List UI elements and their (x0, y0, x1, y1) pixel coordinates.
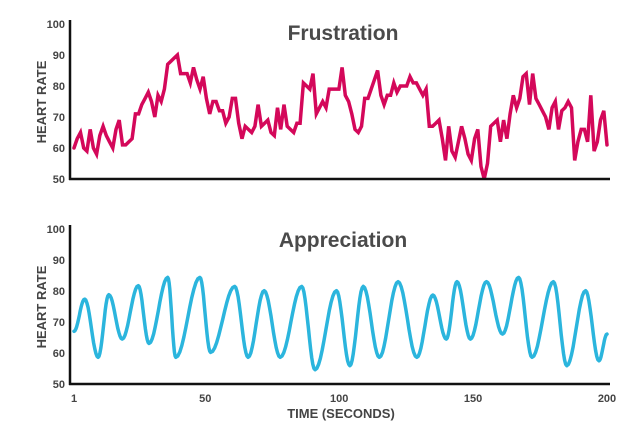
x-tick-label: 100 (330, 393, 348, 405)
y-tick-label: 90 (53, 50, 65, 62)
y-tick-label: 80 (53, 286, 65, 298)
frustration-panel: Frustration HEART RATE 50 60 70 80 90 100 (34, 19, 610, 186)
x-tick-label: 50 (199, 393, 211, 405)
y-tick-label: 90 (53, 255, 65, 267)
x-tick-label: 150 (464, 393, 482, 405)
x-tick-label: 1 (71, 393, 77, 405)
y-tick-label: 50 (53, 174, 65, 186)
x-tick-label: 200 (598, 393, 616, 405)
y-tick-label: 60 (53, 348, 65, 360)
appreciation-panel: Appreciation HEART RATE TIME (SECONDS) 5… (34, 224, 616, 421)
y-axis-label: HEART RATE (34, 60, 49, 143)
y-tick-label: 50 (53, 379, 65, 391)
appreciation-series-line (72, 275, 609, 372)
y-tick-label: 60 (53, 143, 65, 155)
chart-title: Appreciation (279, 229, 407, 252)
y-tick-label: 100 (47, 19, 65, 31)
chart-title: Frustration (288, 22, 399, 45)
y-tick-label: 100 (47, 224, 65, 236)
frustration-series-line (72, 51, 609, 180)
y-axis-label: HEART RATE (34, 265, 49, 348)
x-axis-label: TIME (SECONDS) (287, 406, 395, 421)
y-tick-label: 70 (53, 317, 65, 329)
y-tick-label: 80 (53, 81, 65, 93)
y-tick-label: 70 (53, 112, 65, 124)
